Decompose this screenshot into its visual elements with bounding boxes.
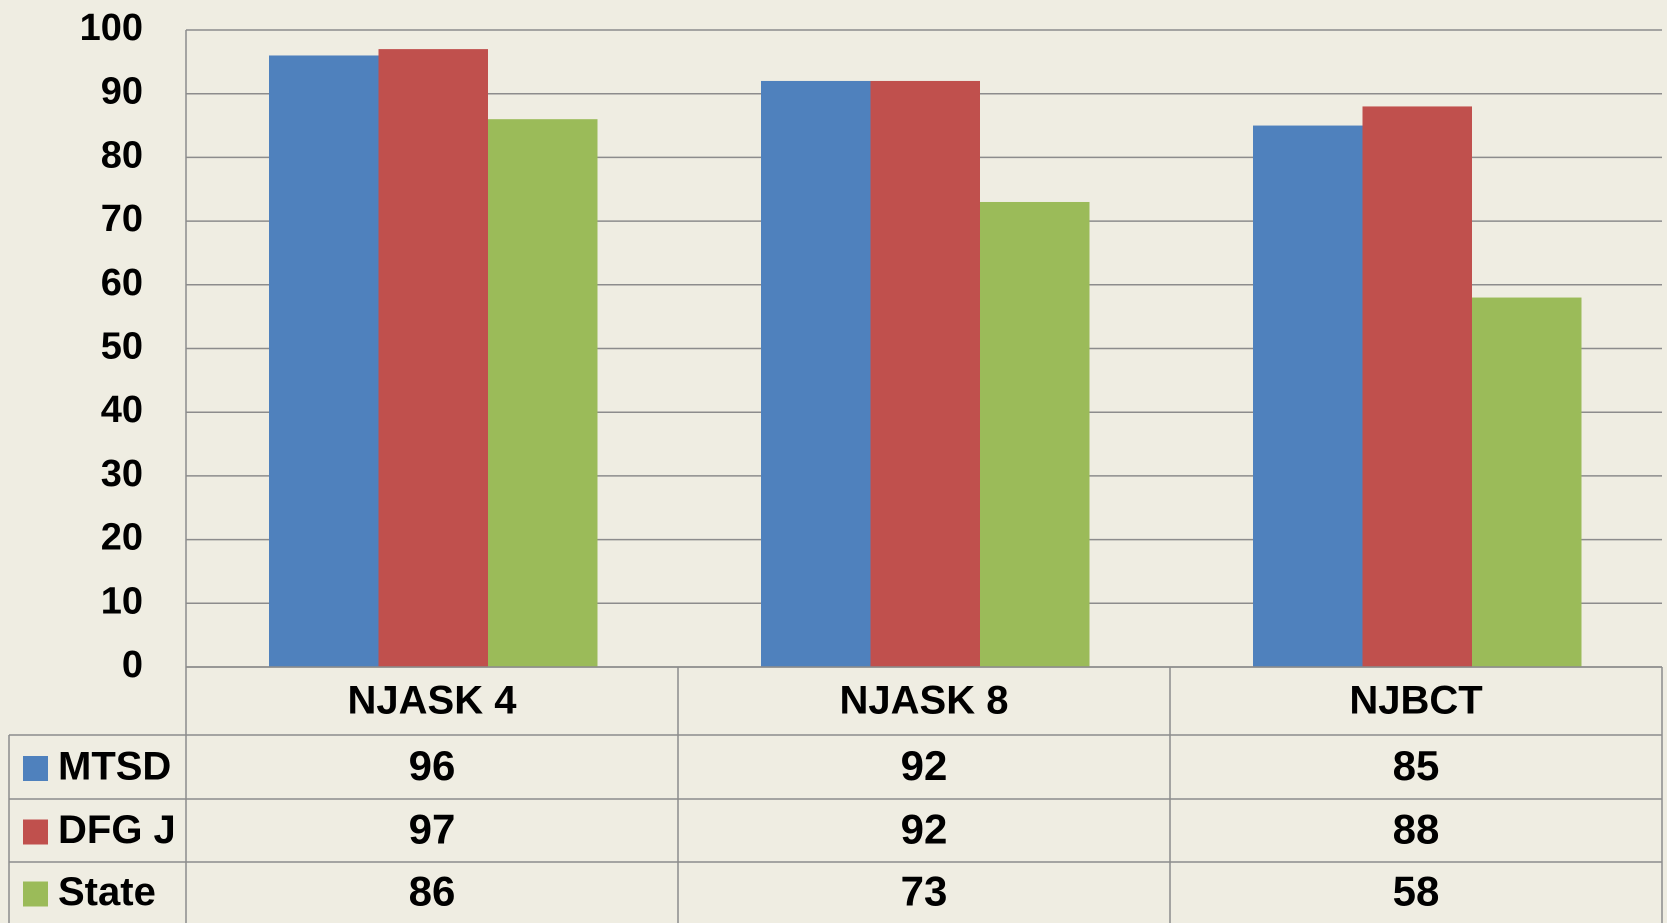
x-tick-label: NJASK 8: [840, 679, 1009, 723]
table-value: 92: [901, 742, 948, 789]
bar: [378, 49, 488, 668]
y-tick-label: 30: [101, 453, 143, 495]
bar: [980, 201, 1090, 668]
y-tick-label: 50: [101, 326, 143, 368]
y-tick-label: 60: [101, 262, 143, 304]
table-value: 96: [409, 742, 456, 789]
bar: [870, 80, 980, 667]
table-value: 88: [1393, 806, 1440, 853]
table-value: 73: [901, 868, 948, 915]
legend-swatch: [23, 881, 48, 907]
bar: [488, 119, 598, 668]
x-tick-label: NJBCT: [1349, 679, 1482, 723]
table-value: 58: [1393, 868, 1440, 915]
table-value: 85: [1393, 742, 1440, 789]
table-value: 86: [409, 868, 456, 915]
bar: [1253, 125, 1363, 668]
legend-label: State: [58, 870, 156, 914]
y-tick-label: 70: [101, 198, 143, 240]
legend-label: DFG J: [58, 808, 176, 852]
y-tick-label: 80: [101, 134, 143, 176]
x-tick-label: NJASK 4: [348, 679, 518, 723]
y-tick-label: 20: [101, 517, 143, 559]
y-tick-label: 100: [80, 7, 143, 49]
legend-label: MTSD: [58, 745, 171, 789]
legend-swatch: [23, 819, 48, 845]
table-value: 97: [409, 806, 456, 853]
y-tick-label: 90: [101, 71, 143, 113]
bar: [761, 80, 871, 667]
bar: [1472, 297, 1582, 667]
y-tick-label: 40: [101, 389, 143, 431]
table-value: 92: [901, 806, 948, 853]
y-tick-label: 10: [101, 580, 143, 622]
y-tick-label: 0: [122, 644, 143, 686]
bar: [269, 55, 379, 668]
legend-swatch: [23, 756, 48, 781]
bar: [1362, 106, 1472, 667]
